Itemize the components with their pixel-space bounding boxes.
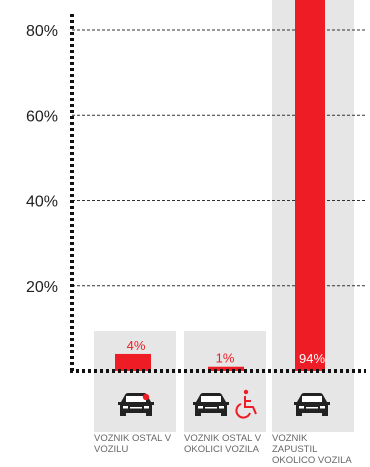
value-label: 1% bbox=[216, 351, 235, 366]
car-icon bbox=[294, 393, 330, 416]
axes bbox=[70, 14, 366, 373]
bars bbox=[115, 0, 325, 371]
y-tick-label: 20% bbox=[26, 279, 58, 296]
value-label: 94% bbox=[299, 351, 325, 366]
value-label: 4% bbox=[127, 338, 146, 353]
y-tick-label: 80% bbox=[26, 23, 58, 40]
y-tick-label: 40% bbox=[26, 194, 58, 211]
value-labels: 4% 1% 94% bbox=[127, 338, 326, 366]
category-label-1: VOZNIK OSTAL V VOZILU bbox=[94, 433, 172, 455]
category-label-2: VOZNIK OSTAL V OKOLICI VOZILA bbox=[184, 433, 262, 455]
category-label-3: VOZNIK ZAPUSTIL OKOLICO VOZILA bbox=[272, 433, 352, 466]
category-panel bbox=[94, 331, 176, 432]
bar bbox=[115, 353, 151, 371]
car-with-dot-icon bbox=[118, 393, 154, 416]
car-with-wheelchair-icon bbox=[193, 389, 257, 419]
bar bbox=[208, 366, 244, 371]
y-tick-labels: 20% 40% 60% 80% bbox=[26, 23, 58, 296]
bar bbox=[295, 0, 325, 371]
category-panel bbox=[184, 331, 266, 432]
y-tick-label: 60% bbox=[26, 108, 58, 125]
